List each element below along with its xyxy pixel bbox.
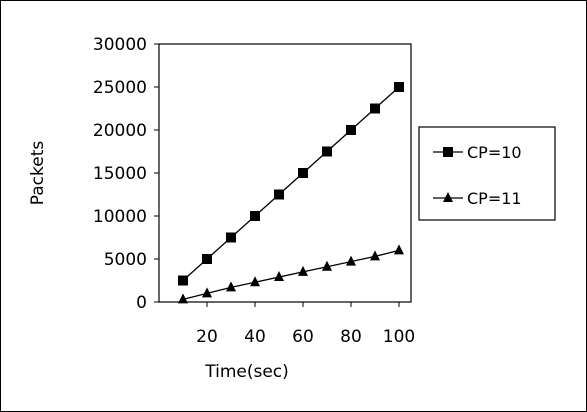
data-point-square <box>322 146 332 157</box>
legend-square-marker <box>443 147 453 157</box>
data-point-square <box>202 254 212 264</box>
data-point-square <box>346 125 356 135</box>
data-point-square <box>226 232 236 243</box>
plot-frame <box>158 43 412 303</box>
data-point-triangle <box>178 293 188 304</box>
y-axis-label: Packets <box>28 141 48 206</box>
y-tick-label: 20000 <box>93 121 147 141</box>
y-tick-label: 15000 <box>93 164 147 184</box>
y-tick-label: 30000 <box>93 35 147 55</box>
x-axis-label: Time(sec) <box>204 362 289 382</box>
data-point-triangle <box>250 276 260 287</box>
data-point-triangle <box>298 265 308 276</box>
y-tick-label: 25000 <box>93 78 147 98</box>
y-tick-label: 5000 <box>104 250 147 270</box>
data-point-triangle <box>274 271 284 282</box>
y-tick-label: 10000 <box>93 207 147 227</box>
x-tick-label: 80 <box>340 327 362 347</box>
x-tick-label: 40 <box>244 327 266 347</box>
plot-area <box>158 43 412 303</box>
legend-box <box>418 126 556 221</box>
legend: CP=10 CP=11 <box>418 126 556 221</box>
data-point-square <box>250 211 260 221</box>
data-point-triangle <box>394 244 404 255</box>
series-line-1 <box>182 86 400 281</box>
data-point-triangle <box>370 250 380 261</box>
x-tick-label: 100 <box>383 327 415 347</box>
data-point-square <box>394 82 404 92</box>
legend-triangle-marker <box>443 192 453 202</box>
x-tick-label: 60 <box>292 327 314 347</box>
data-point-square <box>370 103 380 114</box>
data-point-triangle <box>202 287 212 298</box>
data-point-square <box>178 275 188 286</box>
legend-label-cp11: CP=11 <box>467 189 522 208</box>
legend-label-cp10: CP=10 <box>467 143 522 162</box>
data-point-square <box>298 168 308 178</box>
y-axis-ticks: 0 5000 10000 15000 20000 25000 30000 <box>93 35 159 313</box>
data-point-triangle <box>322 260 332 271</box>
y-tick-label: 0 <box>136 293 147 313</box>
series-layer <box>178 82 404 304</box>
data-point-triangle <box>346 255 356 266</box>
series-line-2 <box>182 249 400 301</box>
data-point-square <box>274 189 284 200</box>
x-tick-label: 20 <box>196 327 218 347</box>
data-point-triangle <box>226 281 236 292</box>
x-axis-ticks: 20 40 60 80 100 <box>196 302 415 347</box>
